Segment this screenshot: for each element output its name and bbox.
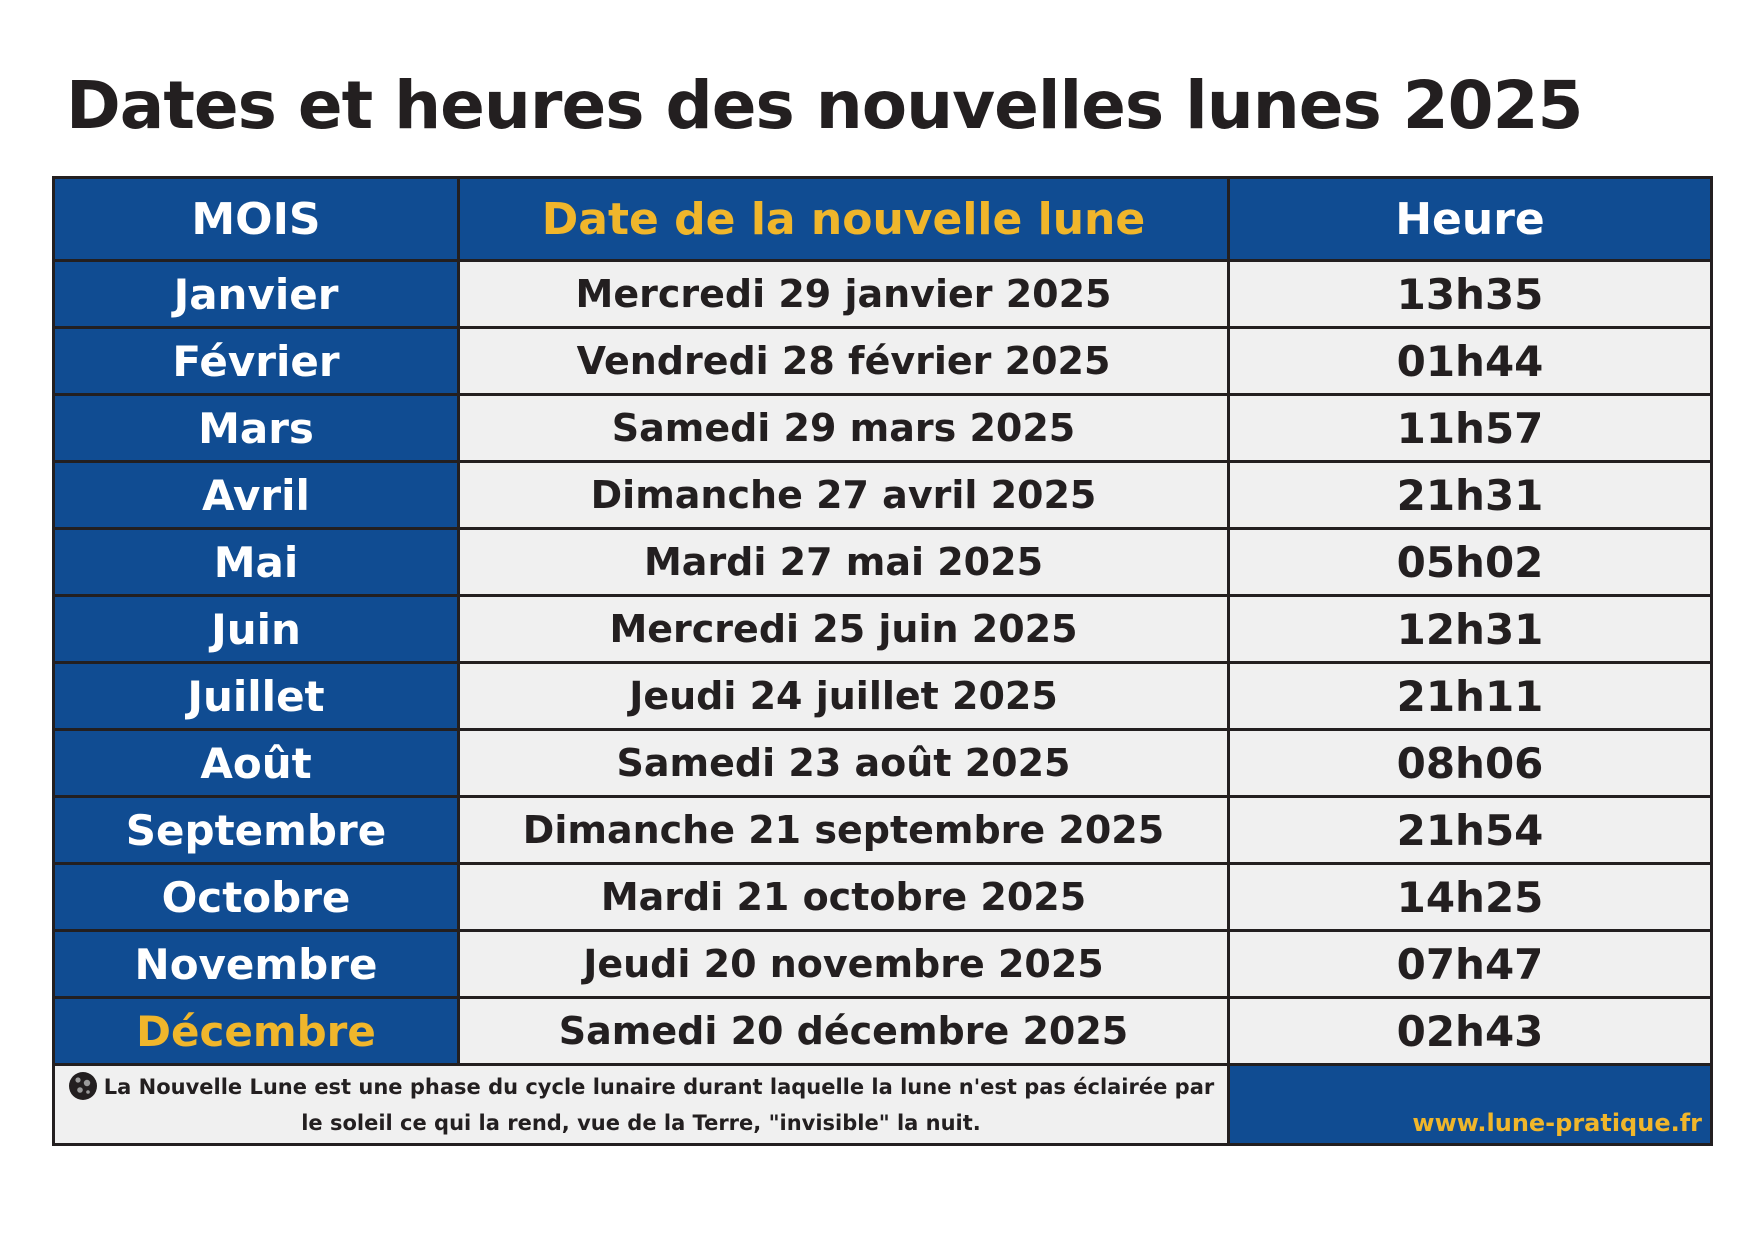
month-cell: Avril <box>52 460 460 530</box>
table-row: Janvier Mercredi 29 janvier 2025 13h35 <box>52 259 1713 329</box>
month-cell: Mars <box>52 393 460 463</box>
table-row: Mars Samedi 29 mars 2025 11h57 <box>52 393 1713 463</box>
website-credit: www.lune-pratique.fr <box>1227 1063 1713 1146</box>
page-title: Dates et heures des nouvelles lunes 2025 <box>66 67 1583 144</box>
date-cell: Mercredi 25 juin 2025 <box>457 594 1230 664</box>
time-cell: 21h31 <box>1227 460 1713 530</box>
date-cell: Vendredi 28 février 2025 <box>457 326 1230 396</box>
date-cell: Samedi 29 mars 2025 <box>457 393 1230 463</box>
time-cell: 14h25 <box>1227 862 1713 932</box>
time-cell: 07h47 <box>1227 929 1713 999</box>
month-cell: Décembre <box>52 996 460 1066</box>
month-column-header: MOIS <box>52 176 460 262</box>
footer-note: La Nouvelle Lune est une phase du cycle … <box>52 1063 1230 1146</box>
date-cell: Samedi 20 décembre 2025 <box>457 996 1230 1066</box>
date-cell: Dimanche 27 avril 2025 <box>457 460 1230 530</box>
date-cell: Mardi 21 octobre 2025 <box>457 862 1230 932</box>
table-row: Octobre Mardi 21 octobre 2025 14h25 <box>52 862 1713 932</box>
table-row: Novembre Jeudi 20 novembre 2025 07h47 <box>52 929 1713 999</box>
time-cell: 21h11 <box>1227 661 1713 731</box>
month-cell: Février <box>52 326 460 396</box>
month-cell: Novembre <box>52 929 460 999</box>
time-cell: 21h54 <box>1227 795 1713 865</box>
new-moon-icon <box>68 1071 97 1100</box>
table-row: Juin Mercredi 25 juin 2025 12h31 <box>52 594 1713 664</box>
time-cell: 01h44 <box>1227 326 1713 396</box>
time-cell: 12h31 <box>1227 594 1713 664</box>
month-cell: Janvier <box>52 259 460 329</box>
new-moon-table: MOIS Date de la nouvelle lune Heure Janv… <box>52 176 1713 1146</box>
date-cell: Samedi 23 août 2025 <box>457 728 1230 798</box>
table-header-row: MOIS Date de la nouvelle lune Heure <box>52 176 1713 262</box>
table-row: Mai Mardi 27 mai 2025 05h02 <box>52 527 1713 597</box>
time-cell: 11h57 <box>1227 393 1713 463</box>
time-cell: 05h02 <box>1227 527 1713 597</box>
month-cell: Juillet <box>52 661 460 731</box>
month-cell: Mai <box>52 527 460 597</box>
table-row: Février Vendredi 28 février 2025 01h44 <box>52 326 1713 396</box>
month-cell: Octobre <box>52 862 460 932</box>
date-cell: Jeudi 20 novembre 2025 <box>457 929 1230 999</box>
time-cell: 02h43 <box>1227 996 1713 1066</box>
table-row: Décembre Samedi 20 décembre 2025 02h43 <box>52 996 1713 1066</box>
time-cell: 08h06 <box>1227 728 1713 798</box>
date-cell: Mercredi 29 janvier 2025 <box>457 259 1230 329</box>
date-cell: Mardi 27 mai 2025 <box>457 527 1230 597</box>
footer-note-text: La Nouvelle Lune est une phase du cycle … <box>103 1074 1215 1135</box>
month-cell: Août <box>52 728 460 798</box>
month-cell: Septembre <box>52 795 460 865</box>
time-cell: 13h35 <box>1227 259 1713 329</box>
date-column-header: Date de la nouvelle lune <box>457 176 1230 262</box>
date-cell: Jeudi 24 juillet 2025 <box>457 661 1230 731</box>
table-row: Juillet Jeudi 24 juillet 2025 21h11 <box>52 661 1713 731</box>
table-row: Avril Dimanche 27 avril 2025 21h31 <box>52 460 1713 530</box>
table-row: Août Samedi 23 août 2025 08h06 <box>52 728 1713 798</box>
date-cell: Dimanche 21 septembre 2025 <box>457 795 1230 865</box>
time-column-header: Heure <box>1227 176 1713 262</box>
footer-row: La Nouvelle Lune est une phase du cycle … <box>52 1063 1713 1146</box>
table-row: Septembre Dimanche 21 septembre 2025 21h… <box>52 795 1713 865</box>
month-cell: Juin <box>52 594 460 664</box>
